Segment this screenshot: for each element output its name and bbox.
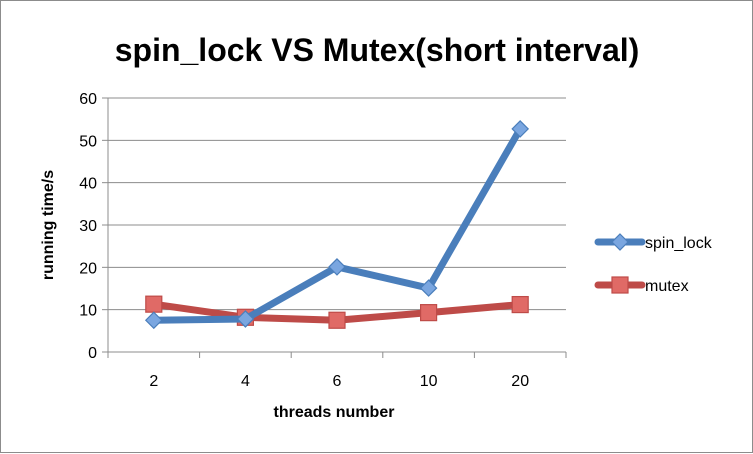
legend-label: spin_lock — [645, 235, 713, 252]
series-mutex — [145, 295, 529, 329]
legend-label: mutex — [645, 278, 689, 295]
axes — [102, 97, 567, 358]
x-axis-label: threads number — [274, 404, 395, 421]
series — [144, 120, 530, 330]
y-tick-label: 50 — [79, 133, 97, 150]
y-tick-label: 40 — [79, 176, 97, 193]
data-point-spin-lock — [328, 258, 346, 276]
x-tick-label: 6 — [333, 373, 342, 390]
legend-swatch-marker — [611, 233, 629, 251]
data-point-mutex — [328, 311, 346, 329]
data-point-spin-lock — [419, 279, 438, 297]
y-tick-labels: 0 10 20 30 40 50 60 — [79, 91, 97, 362]
y-tick-label: 0 — [88, 345, 97, 362]
data-point-spin-lock — [144, 311, 163, 330]
x-tick-label: 10 — [420, 373, 438, 390]
y-tick-label: 20 — [79, 260, 97, 277]
gridlines — [108, 97, 566, 311]
data-point-mutex — [511, 295, 529, 314]
x-tick-label: 20 — [511, 373, 529, 390]
x-tick-label: 2 — [149, 373, 158, 390]
legend-swatch-marker — [611, 276, 629, 294]
x-tick-label: 4 — [241, 373, 250, 390]
legend-entry-spin-lock: spin_lock — [594, 233, 713, 252]
legend-entry-mutex: mutex — [594, 276, 689, 295]
data-point-mutex — [420, 304, 438, 322]
chart-title: spin_lock VS Mutex(short interval) — [115, 32, 640, 68]
y-tick-label: 10 — [79, 303, 97, 320]
series-spin-lock — [144, 120, 530, 330]
x-tick-labels: 2 4 6 10 20 — [149, 373, 529, 390]
y-tick-label: 60 — [79, 91, 97, 108]
data-point-spin-lock — [236, 310, 255, 328]
data-point-spin-lock — [511, 120, 530, 138]
y-axis-label: running time/s — [40, 170, 57, 280]
data-point-mutex — [145, 295, 163, 313]
y-tick-label: 30 — [79, 218, 97, 235]
